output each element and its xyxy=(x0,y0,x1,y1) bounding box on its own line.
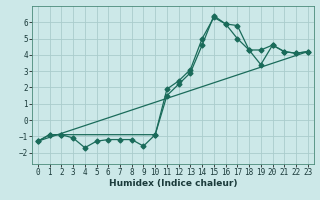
X-axis label: Humidex (Indice chaleur): Humidex (Indice chaleur) xyxy=(108,179,237,188)
